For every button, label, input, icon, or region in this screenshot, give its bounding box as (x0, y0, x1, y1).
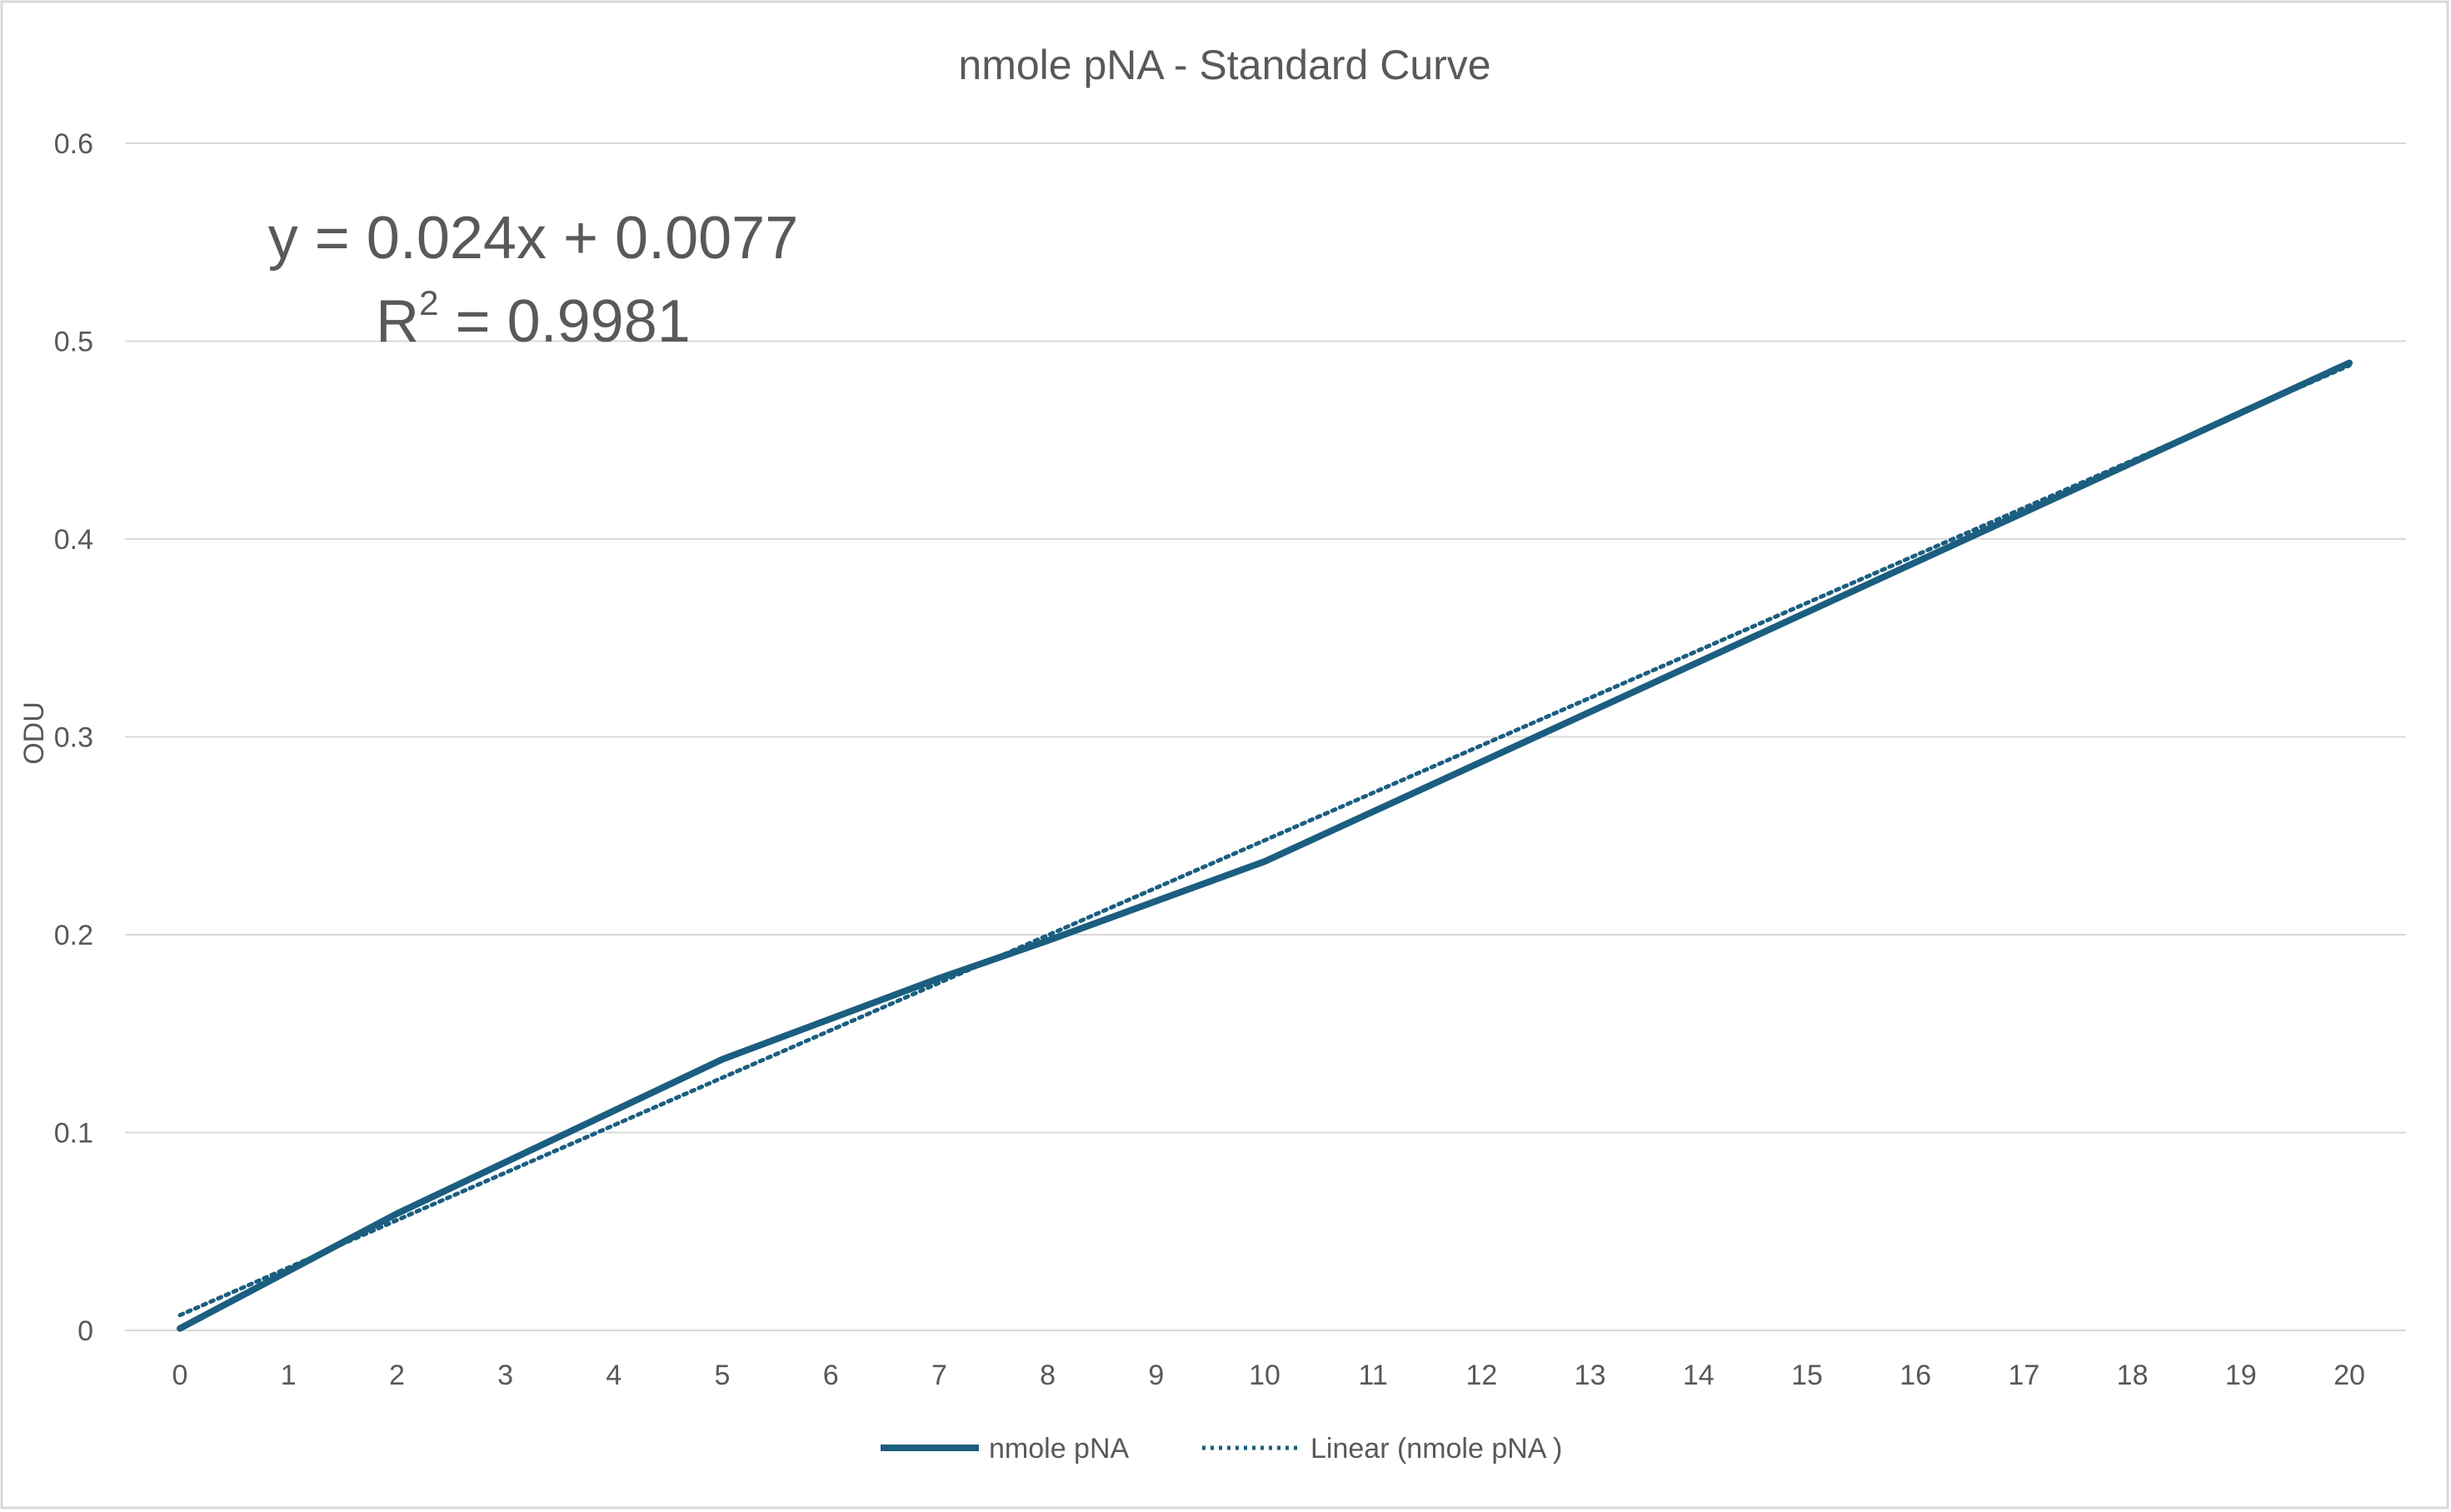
r-squared-exponent: 2 (419, 283, 438, 322)
x-tick-label: 2 (389, 1360, 405, 1391)
legend: nmole pNA Linear (nmole pNA ) (881, 1433, 1562, 1465)
r-squared-text: R2 = 0.9981 (376, 283, 691, 355)
x-tick-label: 20 (2334, 1360, 2365, 1391)
series-layer (177, 359, 2353, 1332)
x-tick-label: 8 (1040, 1360, 1056, 1391)
x-tick-label: 5 (715, 1360, 731, 1391)
series-line-nmole-pna (177, 359, 2353, 1332)
gridlines (125, 142, 2406, 1331)
y-axis-label: ODU (18, 701, 50, 765)
x-tick-label: 0 (172, 1360, 188, 1391)
x-axis-ticks: 0 1 2 3 4 5 6 7 8 9 10 11 12 13 14 15 16 17 18 19 20 (172, 1360, 2365, 1391)
x-tick-label: 19 (2225, 1360, 2257, 1391)
y-tick-label: 0.4 (54, 524, 93, 556)
equation-text: y = 0.024x + 0.0077 (268, 205, 799, 272)
y-tick-label: 0 (77, 1315, 93, 1347)
x-tick-label: 9 (1148, 1360, 1164, 1391)
x-tick-label: 15 (1791, 1360, 1823, 1391)
x-tick-label: 3 (497, 1360, 513, 1391)
x-tick-label: 16 (1899, 1360, 1931, 1391)
x-tick-label: 13 (1575, 1360, 1606, 1391)
y-tick-label: 0.5 (54, 327, 93, 358)
y-tick-label: 0.6 (54, 128, 93, 160)
x-tick-label: 18 (2117, 1360, 2149, 1391)
y-tick-label: 0.1 (54, 1118, 93, 1150)
x-tick-label: 7 (931, 1360, 947, 1391)
y-tick-label: 0.3 (54, 722, 93, 754)
y-tick-label: 0.2 (54, 920, 93, 951)
r-squared-value: = 0.9981 (439, 288, 691, 355)
legend-label-nmole-pna: nmole pNA (989, 1433, 1130, 1465)
chart-title: nmole pNA - Standard Curve (958, 42, 1490, 88)
x-tick-label: 12 (1465, 1360, 1497, 1391)
trendline-linear (177, 363, 2352, 1318)
r-squared-label: R (376, 288, 419, 355)
y-axis-ticks: 0 0.1 0.2 0.3 0.4 0.5 0.6 (54, 128, 93, 1347)
x-tick-label: 17 (2008, 1360, 2039, 1391)
legend-label-linear: Linear (nmole pNA ) (1310, 1433, 1562, 1465)
trendline-equation: y = 0.024x + 0.0077 R2 = 0.9981 (268, 205, 799, 355)
x-tick-label: 11 (1359, 1360, 1388, 1391)
x-tick-label: 14 (1683, 1360, 1715, 1391)
x-tick-label: 1 (281, 1360, 297, 1391)
x-tick-label: 6 (823, 1360, 839, 1391)
x-tick-label: 10 (1249, 1360, 1280, 1391)
x-tick-label: 4 (606, 1360, 621, 1391)
